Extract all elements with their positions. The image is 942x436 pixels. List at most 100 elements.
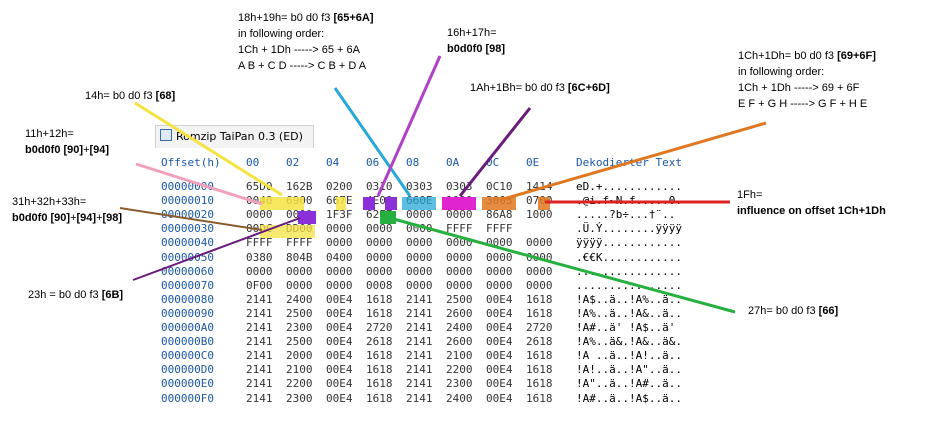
hex-word[interactable]: 0000 <box>326 278 353 292</box>
hex-word[interactable]: 00E4 <box>326 363 353 377</box>
hex-word[interactable]: 2618 <box>526 335 553 349</box>
hex-word[interactable]: 2600 <box>446 306 473 320</box>
hex-word[interactable]: 2500 <box>446 292 473 306</box>
hex-word[interactable]: FFFF <box>486 222 513 236</box>
hex-word[interactable]: 2200 <box>446 363 473 377</box>
hex-word[interactable]: 2300 <box>286 391 313 405</box>
hex-word[interactable]: 0303 <box>406 180 433 193</box>
hex-word[interactable]: 2300 <box>446 377 473 391</box>
hex-word[interactable]: 0000 <box>446 278 473 292</box>
hex-word[interactable]: 2141 <box>246 377 273 391</box>
hex-word[interactable]: 0000 <box>406 236 433 250</box>
hex-word[interactable]: 0000 <box>446 264 473 278</box>
hex-word[interactable]: 0000 <box>406 264 433 278</box>
hex-word[interactable]: 00E4 <box>486 349 513 363</box>
hex-word[interactable]: FFFF <box>286 236 313 250</box>
hex-word[interactable]: 2500 <box>286 306 313 320</box>
hex-word[interactable]: 0000 <box>366 236 393 250</box>
hex-word[interactable]: 0000 <box>486 250 513 264</box>
hex-word[interactable]: 2141 <box>246 292 273 306</box>
hex-word[interactable]: 2141 <box>406 335 433 349</box>
hex-word[interactable]: 1618 <box>526 292 553 306</box>
hex-word[interactable]: 2141 <box>406 349 433 363</box>
hex-word[interactable]: 0000 <box>526 264 553 278</box>
hex-word[interactable]: 1000 <box>526 208 553 222</box>
hex-word[interactable]: 2300 <box>286 321 313 334</box>
hex-word[interactable]: 2141 <box>406 363 433 377</box>
hex-word[interactable]: 1618 <box>366 306 393 320</box>
hex-word[interactable]: 2141 <box>406 306 433 320</box>
hex-word[interactable]: 2200 <box>286 377 313 391</box>
hex-word[interactable]: 00E4 <box>486 335 513 349</box>
hex-word[interactable]: 2141 <box>406 391 433 405</box>
hex-word[interactable]: 0000 <box>406 208 433 222</box>
hex-word[interactable]: 0000 <box>526 278 553 292</box>
hex-word[interactable]: FFFF <box>246 236 273 250</box>
hex-word[interactable]: 00E4 <box>326 335 353 349</box>
hex-word[interactable]: 1618 <box>526 377 553 391</box>
hex-word[interactable]: 2600 <box>446 335 473 349</box>
hex-word[interactable]: 2720 <box>526 321 553 334</box>
hex-word[interactable]: 1618 <box>526 306 553 320</box>
hex-word[interactable]: 2400 <box>446 391 473 405</box>
hex-word[interactable]: 0000 <box>526 236 553 250</box>
hex-word[interactable]: 1618 <box>366 349 393 363</box>
hex-word[interactable]: 2720 <box>366 321 393 334</box>
hex-word[interactable]: 0000 <box>366 250 393 264</box>
hex-word[interactable]: 1618 <box>526 349 553 363</box>
hex-word[interactable]: 00E4 <box>326 292 353 306</box>
hex-word[interactable]: 1618 <box>366 391 393 405</box>
hex-word[interactable]: 0C10 <box>486 180 513 193</box>
hex-word[interactable]: 2141 <box>246 391 273 405</box>
hex-word[interactable]: 2141 <box>406 377 433 391</box>
hex-word[interactable]: 00E4 <box>486 391 513 405</box>
document-tab[interactable]: Romzip TaiPan 0.3 (ED) <box>155 125 314 148</box>
hex-word[interactable]: 0310 <box>366 180 393 193</box>
hex-word[interactable]: 2141 <box>406 321 433 334</box>
hex-word[interactable]: 0F00 <box>246 278 273 292</box>
hex-word[interactable]: 00E4 <box>486 363 513 377</box>
hex-word[interactable]: 0000 <box>286 278 313 292</box>
hex-word[interactable]: 0008 <box>366 278 393 292</box>
hex-word[interactable]: 2618 <box>366 335 393 349</box>
hex-word[interactable]: 00E4 <box>326 321 353 334</box>
hex-word[interactable]: 2000 <box>286 349 313 363</box>
hex-word[interactable]: 0000 <box>486 264 513 278</box>
hex-word[interactable]: 1618 <box>366 363 393 377</box>
hex-word[interactable]: 0000 <box>366 264 393 278</box>
hex-word[interactable]: 00E4 <box>486 377 513 391</box>
hex-word[interactable]: 2141 <box>246 306 273 320</box>
hex-word[interactable]: 1618 <box>366 377 393 391</box>
hex-word[interactable]: 0000 <box>326 222 353 236</box>
hex-word[interactable]: 2141 <box>246 363 273 377</box>
hex-word[interactable]: 1618 <box>366 292 393 306</box>
hex-word[interactable]: 2141 <box>246 349 273 363</box>
hex-word[interactable]: 1F3F <box>326 208 353 222</box>
hex-word[interactable]: 162B <box>286 180 313 193</box>
hex-word[interactable]: 0000 <box>246 208 273 222</box>
hex-word[interactable]: 0000 <box>446 250 473 264</box>
hex-word[interactable]: 0200 <box>326 180 353 193</box>
hex-word[interactable]: 0000 <box>486 278 513 292</box>
hex-word[interactable]: 00E4 <box>326 377 353 391</box>
hex-word[interactable]: 0000 <box>326 236 353 250</box>
hex-word[interactable]: 00E4 <box>486 306 513 320</box>
hex-word[interactable]: 2141 <box>246 321 273 334</box>
hex-word[interactable]: 0000 <box>286 264 313 278</box>
hex-word[interactable]: 2100 <box>286 363 313 377</box>
hex-word[interactable]: 00E4 <box>486 321 513 334</box>
hex-word[interactable]: FFFF <box>446 222 473 236</box>
hex-word[interactable]: 2100 <box>446 349 473 363</box>
hex-word[interactable]: 86A8 <box>486 208 513 222</box>
hex-word[interactable]: 00E4 <box>326 349 353 363</box>
hex-word[interactable]: 0000 <box>366 222 393 236</box>
hex-word[interactable]: 0000 <box>446 208 473 222</box>
hex-word[interactable]: 2400 <box>446 321 473 334</box>
hex-word[interactable]: 00E4 <box>486 292 513 306</box>
hex-word[interactable]: 0000 <box>326 264 353 278</box>
hex-word[interactable]: 2141 <box>246 335 273 349</box>
hex-word[interactable]: 0000 <box>246 264 273 278</box>
hex-word[interactable]: 0400 <box>326 250 353 264</box>
hex-word[interactable]: 1618 <box>526 391 553 405</box>
hex-word[interactable]: 00E4 <box>326 306 353 320</box>
